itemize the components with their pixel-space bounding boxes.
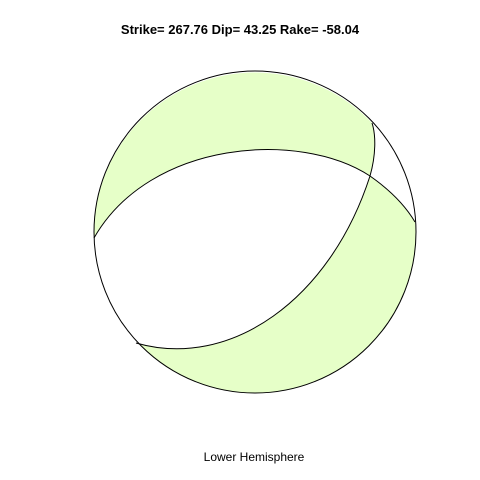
projection-label: Lower Hemisphere [203,450,305,464]
focal-sphere-outline [93,70,417,394]
compressional-quadrant-lower [136,176,416,393]
nodal-plane-2 [135,122,376,350]
plot-title: Strike= 267.76 Dip= 43.25 Rake= -58.04 [120,22,360,37]
compressional-quadrant-upper [94,72,375,238]
nodal-plane-1 [93,149,416,239]
